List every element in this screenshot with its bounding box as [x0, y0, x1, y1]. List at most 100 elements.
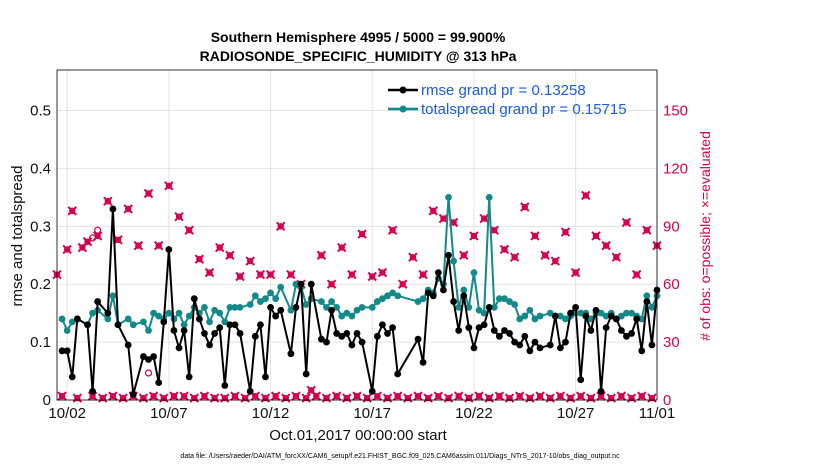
- spread-point: [292, 280, 300, 288]
- obs-evaluated-cross: [581, 190, 591, 201]
- obs-evaluated-cross: [367, 271, 377, 282]
- obs-evaluated-cross: [484, 393, 494, 403]
- obs-evaluated-cross: [153, 240, 164, 251]
- rmse-point: [58, 347, 66, 355]
- spread-point: [475, 306, 483, 314]
- spread-point: [485, 193, 493, 201]
- rmse-point: [490, 327, 498, 334]
- spread-point: [358, 303, 366, 311]
- rmse-point: [262, 373, 269, 381]
- spread-point: [287, 306, 295, 314]
- rmse-point: [256, 321, 264, 329]
- obs-evaluated-marker: [331, 391, 342, 401]
- obs-evaluated-marker: [286, 269, 296, 280]
- spread-point: [302, 301, 310, 308]
- obs-evaluated-cross: [637, 391, 647, 401]
- obs-evaluated-marker: [62, 244, 72, 255]
- rmse-point: [470, 344, 478, 352]
- spread-point: [211, 306, 219, 314]
- rmse-point: [124, 341, 132, 349]
- obs-evaluated-marker: [98, 393, 108, 403]
- obs-evaluated-marker: [423, 393, 433, 403]
- rmse-point: [272, 312, 280, 320]
- obs-evaluated-marker: [326, 279, 337, 289]
- rmse-point: [577, 376, 585, 384]
- obs-evaluated-cross: [138, 393, 149, 403]
- obs-evaluated-marker: [209, 393, 220, 403]
- rmse-point: [455, 327, 463, 334]
- spread-point: [262, 295, 269, 303]
- spread-point: [231, 303, 239, 311]
- obs-evaluated-cross: [352, 391, 362, 401]
- obs-evaluated-cross: [362, 393, 372, 403]
- rmse-point: [185, 373, 193, 381]
- spread-point: [379, 295, 386, 303]
- obs-evaluated-marker: [220, 393, 230, 403]
- spread-point: [150, 309, 158, 317]
- obs-evaluated-cross: [601, 240, 611, 251]
- obs-evaluated-cross: [443, 393, 454, 403]
- rmse-point: [307, 280, 315, 288]
- rmse-point: [526, 347, 534, 355]
- obs-evaluated-cross: [316, 250, 327, 260]
- obs-evaluated-marker: [403, 393, 413, 403]
- rmse-point: [531, 338, 539, 346]
- obs-evaluated-marker: [270, 391, 281, 401]
- spread-point: [470, 269, 478, 277]
- plot-frame: [56, 69, 658, 401]
- obs-evaluated-cross: [586, 393, 596, 403]
- spread-point: [414, 298, 422, 305]
- obs-evaluated-marker: [474, 391, 484, 401]
- x-tick-label: 10/22: [455, 405, 493, 422]
- obs-evaluated-cross: [240, 393, 250, 403]
- rmse-point: [84, 321, 91, 329]
- spread-point: [450, 257, 458, 265]
- obs-evaluated-marker: [392, 391, 403, 401]
- obs-evaluated-marker: [225, 250, 235, 260]
- spread-point: [272, 295, 280, 303]
- obs-evaluated-marker: [459, 250, 469, 260]
- obs-evaluated-cross: [337, 242, 347, 253]
- footer-file-path: data file: /Users/raeder/DAI/ATM_forcXX/…: [180, 453, 620, 460]
- obs-evaluated-cross: [321, 393, 332, 403]
- obs-evaluated-cross: [525, 393, 535, 403]
- obs-evaluated-marker: [204, 267, 215, 278]
- obs-evaluated-marker: [418, 269, 428, 280]
- obs-evaluated-marker: [586, 393, 596, 403]
- obs-evaluated-marker: [469, 231, 479, 241]
- obs-evaluated-marker: [520, 202, 530, 212]
- obs-evaluated-marker: [255, 269, 266, 280]
- spread-point: [536, 312, 544, 320]
- spread-point: [180, 321, 188, 329]
- spread-point: [445, 193, 452, 201]
- rmse-point: [302, 370, 310, 378]
- obs-evaluated-cross: [423, 393, 433, 403]
- obs-evaluated-cross: [560, 227, 571, 237]
- obs-evaluated-cross: [616, 391, 627, 401]
- rmse-point: [572, 303, 580, 311]
- obs-evaluated-marker: [265, 269, 276, 280]
- rmse-point: [582, 312, 590, 320]
- obs-evaluated-cross: [164, 181, 174, 191]
- rmse-point: [587, 327, 595, 334]
- y-tick-label-right: 0: [663, 392, 671, 409]
- spread-point: [577, 309, 585, 317]
- spread-point: [628, 309, 635, 317]
- rmse-point: [297, 280, 305, 288]
- obs-evaluated-marker: [281, 393, 291, 403]
- spread-point: [597, 309, 605, 317]
- obs-evaluated-cross: [184, 225, 194, 235]
- obs-evaluated-cross: [194, 254, 205, 264]
- obs-evaluated-cross: [570, 267, 581, 278]
- spread-point: [648, 303, 656, 311]
- obs-evaluated-cross: [515, 391, 525, 401]
- rmse-point: [618, 327, 625, 334]
- obs-evaluated-cross: [494, 391, 505, 401]
- rmse-point: [597, 387, 605, 395]
- obs-evaluated-marker: [494, 391, 505, 401]
- obs-evaluated-cross: [57, 391, 67, 401]
- obs-evaluated-marker: [611, 252, 622, 262]
- obs-evaluated-marker: [108, 391, 118, 401]
- rmse-point: [562, 338, 569, 346]
- rmse-point: [231, 321, 239, 329]
